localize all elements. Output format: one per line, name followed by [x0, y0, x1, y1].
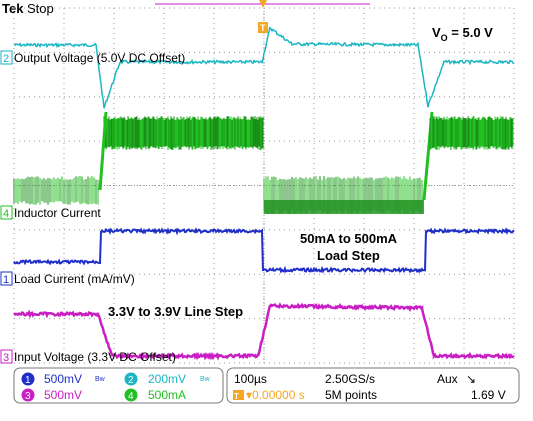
svg-text:4: 4 — [128, 391, 134, 402]
ch1-waveform — [13, 227, 515, 274]
line-step-annotation: 3.3V to 3.9V Line Step — [108, 304, 243, 319]
ch2-scale-value: 200mV — [148, 372, 186, 386]
vo-annotation: VO = 5.0 V — [432, 25, 493, 43]
ch2-waveform — [13, 26, 515, 109]
ch2-marker[interactable]: 2 — [3, 53, 9, 65]
ch2-scale-badge[interactable] — [124, 372, 138, 386]
timebase-panel — [226, 367, 520, 404]
trigger-delay-icon — [233, 390, 244, 400]
ch3-label: Input Voltage (3.3V DC Offset) — [14, 350, 176, 364]
load-step-annotation-line1: 50mA to 500mA — [300, 231, 398, 246]
ch1-label: Load Current (mA/mV) — [14, 272, 135, 286]
ch1-marker[interactable]: 1 — [3, 274, 9, 286]
ch3-waveform — [13, 302, 515, 361]
record-length-value: 5M points — [325, 388, 377, 402]
acquisition-state: Stop — [27, 1, 54, 16]
trigger-slope-icon: ↘ — [466, 372, 476, 386]
ch3-scale-badge[interactable] — [21, 388, 35, 402]
ch4-marker[interactable]: 4 — [3, 208, 9, 220]
ch4-label: Inductor Current — [14, 206, 101, 220]
trigger-level-value[interactable]: 1.69 V — [471, 388, 506, 402]
ch3-label-group: 3 Input Voltage (3.3V DC Offset) — [0, 349, 176, 364]
ch2-label-group: 2 Output Voltage (5.0V DC Offset) — [0, 50, 185, 65]
svg-text:2: 2 — [128, 375, 134, 386]
trigger-delay-value[interactable]: ▾0.00000 s — [246, 388, 305, 402]
load-step-annotation-line2: Load Step — [317, 248, 380, 263]
timebase-value[interactable]: 100µs — [234, 372, 267, 386]
ch2-bandwidth-icon: Bw — [200, 376, 211, 383]
svg-text:T: T — [260, 23, 266, 33]
svg-text:3: 3 — [25, 391, 31, 402]
svg-text:1: 1 — [25, 375, 31, 386]
ch1-scale-value: 500mV — [44, 372, 82, 386]
svg-text:T: T — [234, 392, 239, 401]
status-bar: 1 500mV Bw 2 200mV Bw 3 500mV 4 500mA 10… — [13, 367, 520, 404]
trigger-position-icon[interactable] — [259, 0, 267, 8]
ch1-bandwidth-icon: Bw — [95, 376, 106, 383]
sample-rate-value: 2.50GS/s — [325, 372, 375, 386]
brand-label: Tek — [2, 1, 24, 16]
ch4-scale-badge[interactable] — [124, 388, 138, 402]
trigger-source-label[interactable]: Aux — [437, 372, 458, 386]
ch3-scale-value: 500mV — [44, 388, 82, 402]
ch3-marker[interactable]: 3 — [3, 352, 9, 364]
ch4-waveform — [13, 111, 514, 214]
ch1-label-group: 1 Load Current (mA/mV) — [0, 271, 135, 286]
trigger-marker[interactable]: T — [258, 22, 268, 33]
channel-scale-panel — [13, 367, 224, 404]
ch4-scale-value: 500mA — [148, 388, 186, 402]
ch1-scale-badge[interactable] — [21, 372, 35, 386]
ch2-label: Output Voltage (5.0V DC Offset) — [14, 51, 185, 65]
ch4-label-group: 4 Inductor Current — [0, 205, 101, 220]
